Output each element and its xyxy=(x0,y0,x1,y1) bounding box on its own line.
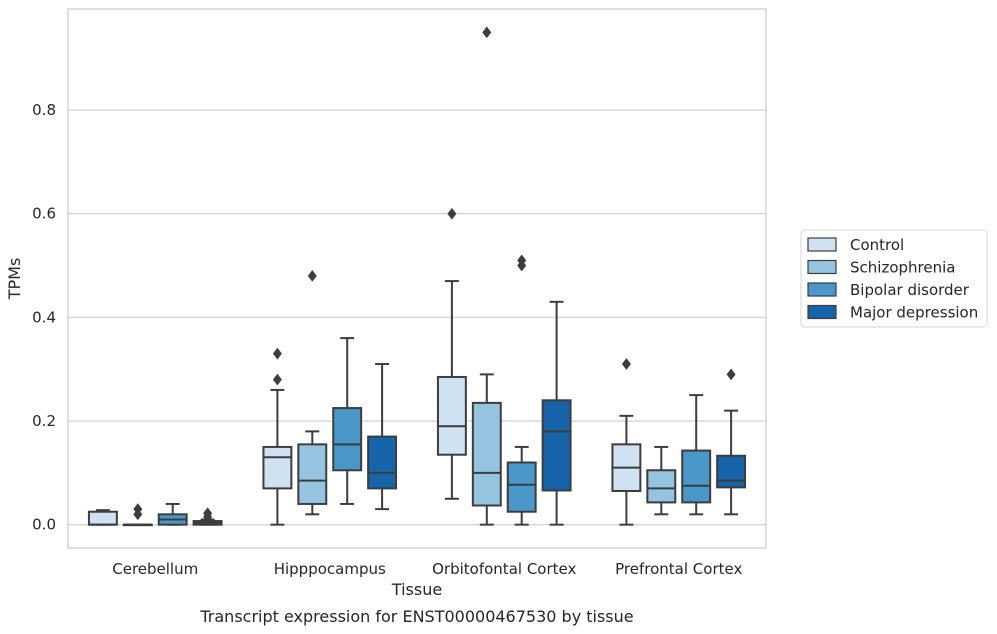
box-major-depression xyxy=(716,368,747,516)
outlier-point xyxy=(133,503,143,515)
iqr-box xyxy=(262,445,293,490)
x-tick-label: Orbitofontal Cortex xyxy=(432,560,576,578)
x-tick-label: Hipppocampus xyxy=(274,560,386,578)
outlier-point xyxy=(447,207,457,220)
legend-swatch xyxy=(807,237,837,252)
x-tick-label: Prefrontal Cortex xyxy=(615,560,742,578)
box-bipolar-disorder xyxy=(681,394,712,516)
grid-lines xyxy=(68,109,766,526)
iqr-box xyxy=(541,399,572,492)
box-bipolar-disorder xyxy=(157,502,188,526)
y-axis-label: TPMs xyxy=(5,258,24,301)
outlier-point xyxy=(272,347,282,360)
y-tick-label: 0.8 xyxy=(32,101,56,119)
outlier-point xyxy=(482,26,492,39)
box-schizophrenia xyxy=(297,270,328,516)
outlier-point xyxy=(621,358,631,370)
box-bipolar-disorder xyxy=(332,337,363,505)
outlier-point xyxy=(272,373,282,386)
box-major-depression xyxy=(192,507,223,526)
y-tick-label: 0.0 xyxy=(32,516,56,534)
y-tick-label: 0.2 xyxy=(32,412,56,430)
legend-swatch xyxy=(807,259,837,275)
legend: Control Schizophrenia Bipolar disorder Majo… xyxy=(800,229,988,328)
legend-frame xyxy=(800,229,988,328)
x-axis-label: Tissue xyxy=(391,580,442,599)
legend-label: Major depression xyxy=(850,304,978,322)
legend-label: Bipolar disorder xyxy=(850,281,970,299)
box-control xyxy=(87,509,118,526)
box-schizophrenia xyxy=(646,445,677,516)
box-control xyxy=(262,347,293,526)
box-control xyxy=(611,358,642,526)
y-axis: 0.0 0.2 0.4 0.6 0.8 xyxy=(32,101,56,534)
outlier-point xyxy=(307,270,317,282)
box-groups xyxy=(87,26,747,527)
y-tick-label: 0.6 xyxy=(32,205,56,223)
box-schizophrenia xyxy=(122,503,153,527)
x-axis: Cerebellum Hipppocampus Orbitofontal Corte… xyxy=(112,560,742,578)
legend-swatch xyxy=(807,282,837,297)
plot-frame xyxy=(67,8,767,549)
legend-label: Control xyxy=(850,236,904,254)
iqr-box xyxy=(436,375,467,456)
outlier-point xyxy=(726,368,736,381)
box-control xyxy=(436,207,467,500)
legend-label: Schizophrenia xyxy=(850,259,955,277)
iqr-box xyxy=(87,510,118,526)
iqr-box xyxy=(681,449,712,504)
outlier-point xyxy=(517,254,527,267)
iqr-box xyxy=(646,469,677,504)
outlier-point xyxy=(203,507,213,520)
box-major-depression xyxy=(367,363,398,511)
x-tick-label: Cerebellum xyxy=(112,560,198,578)
box-major-depression xyxy=(541,300,572,526)
box-schizophrenia xyxy=(471,26,502,526)
legend-swatch xyxy=(807,304,837,320)
iqr-box xyxy=(506,461,537,513)
iqr-box xyxy=(332,407,363,472)
box-bipolar-disorder xyxy=(506,254,537,526)
iqr-box xyxy=(716,454,747,489)
iqr-box xyxy=(297,443,328,505)
iqr-box xyxy=(471,401,502,507)
y-tick-label: 0.4 xyxy=(32,308,56,326)
iqr-box xyxy=(367,435,398,490)
figure-caption: Transcript expression for ENST0000046753… xyxy=(199,607,633,626)
